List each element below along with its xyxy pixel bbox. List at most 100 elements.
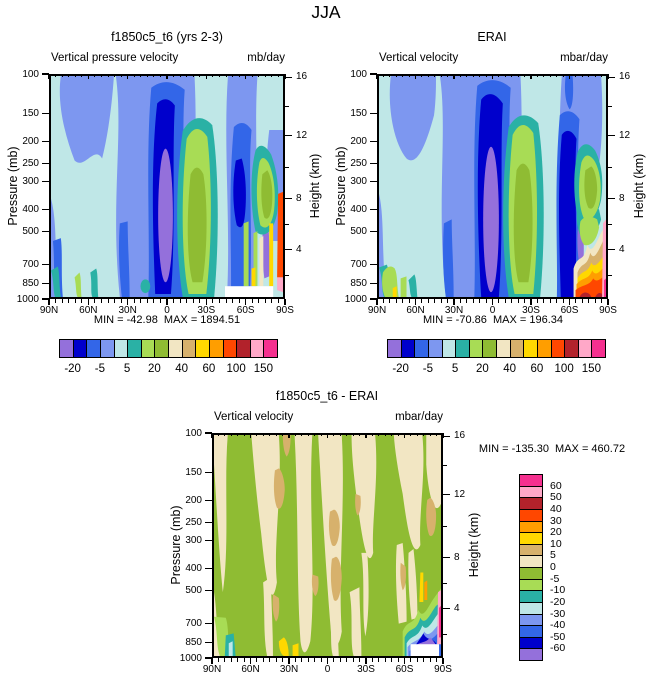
main-title: JJA: [311, 2, 341, 22]
x-tick-minor-top: [264, 74, 266, 77]
panel3-subtitle-right: mbar/day: [395, 411, 443, 423]
panel3-title: f1850c5_t6 - ERAI: [275, 389, 379, 403]
panel2-plot-area: [377, 74, 608, 299]
x-tick-minor: [218, 299, 220, 303]
x-tick-minor: [238, 299, 240, 303]
colorbar-segment: [550, 339, 566, 358]
x-tick-minor: [429, 658, 431, 662]
x-tick-minor: [225, 299, 227, 303]
x-tick-major: [568, 299, 571, 305]
x-tick-minor-top: [371, 433, 373, 436]
x-tick-major-top: [568, 74, 571, 79]
pressure-tick: [42, 230, 49, 232]
x-tick-minor-top: [378, 433, 380, 436]
x-tick-minor: [159, 299, 161, 303]
x-tick-minor: [333, 658, 335, 662]
colorbar-label: 60: [202, 363, 216, 375]
x-tick-minor: [269, 658, 271, 662]
x-tick-minor: [251, 299, 253, 303]
pressure-tick: [205, 567, 212, 570]
pressure-tick-label: 150: [22, 108, 39, 120]
x-tick-minor: [601, 299, 603, 303]
height-tick-minor: [443, 633, 447, 635]
x-tick-minor: [133, 299, 135, 303]
pressure-tick: [370, 230, 377, 232]
colorbar-segment: [519, 648, 543, 661]
height-tick-minor: [285, 224, 289, 226]
x-tick-minor: [436, 658, 438, 662]
x-tick-minor: [94, 299, 96, 303]
x-tick-minor: [74, 299, 76, 303]
colorbar-segment: [263, 339, 278, 358]
height-tick: [285, 198, 292, 200]
pressure-tick: [205, 622, 212, 624]
x-tick-major-top: [87, 74, 89, 79]
x-tick-minor-top: [517, 74, 519, 77]
x-tick-minor: [230, 658, 232, 662]
x-tick-label: 90N: [367, 305, 387, 316]
x-tick-label: 90S: [276, 305, 294, 316]
height-tick-minor: [608, 105, 612, 107]
pressure-tick-label: 1000: [179, 652, 202, 664]
x-tick-minor-top: [294, 433, 296, 436]
colorbar-segment: [427, 339, 443, 358]
x-tick-minor: [472, 299, 474, 303]
colorbar-label: 40: [503, 363, 517, 375]
colorbar-segment: [99, 339, 115, 358]
colorbar-segment: [414, 339, 429, 358]
x-tick-minor-top: [359, 433, 361, 436]
x-tick-minor: [212, 299, 214, 303]
colorbar-label: 40: [550, 502, 562, 515]
height-tick: [443, 494, 450, 496]
pressure-tick: [42, 113, 49, 115]
x-tick-major-top: [376, 74, 378, 79]
x-tick-label: 30N: [118, 305, 137, 316]
height-tick-label: 8: [454, 551, 460, 563]
height-tick-label: 16: [454, 430, 466, 442]
pressure-tick-label: 150: [185, 467, 202, 479]
x-tick-minor: [588, 299, 590, 303]
x-tick-minor-top: [459, 74, 461, 77]
pressure-tick-label: 850: [22, 277, 39, 289]
x-tick-minor: [562, 299, 564, 303]
x-tick-major: [284, 299, 286, 305]
x-tick-major-top: [365, 433, 367, 438]
x-tick-minor-top: [94, 74, 96, 77]
colorbar-label: 5: [123, 363, 131, 375]
x-tick-major: [491, 299, 494, 305]
x-tick-minor-top: [562, 74, 564, 77]
height-tick-minor: [285, 167, 289, 169]
x-tick-minor: [262, 658, 264, 662]
x-tick-major: [442, 658, 444, 664]
x-tick-major: [87, 299, 89, 305]
x-tick-minor: [382, 299, 384, 303]
x-tick-major-top: [211, 433, 213, 438]
x-tick-minor: [397, 658, 399, 662]
x-tick-minor: [434, 299, 436, 303]
x-tick-minor-top: [395, 74, 397, 77]
colorbar-label: -5: [550, 572, 560, 585]
height-tick-minor: [443, 583, 447, 585]
pressure-tick: [370, 282, 377, 284]
pressure-tick-label: 100: [350, 68, 367, 80]
height-tick-label: 12: [296, 129, 308, 141]
x-tick-major-top: [166, 74, 168, 79]
x-tick-minor: [549, 299, 551, 303]
x-tick-minor-top: [410, 433, 412, 436]
x-tick-minor-top: [594, 74, 596, 77]
x-tick-minor-top: [275, 433, 277, 436]
colorbar-segment: [441, 339, 457, 358]
pressure-tick-label: 700: [185, 617, 202, 629]
x-tick-label: 60N: [406, 305, 425, 316]
pressure-tick-label: 400: [22, 203, 39, 215]
x-tick-label: 0: [164, 305, 170, 316]
x-tick-major: [245, 299, 247, 305]
colorbar-segment: [468, 339, 484, 358]
x-tick-minor-top: [218, 74, 220, 77]
colorbar-segment: [249, 339, 265, 358]
x-tick-minor: [294, 658, 296, 662]
panel1-plot-area: [49, 74, 285, 299]
x-tick-major: [48, 299, 50, 305]
panel3-minmax: MIN = -135.30 MAX = 460.72: [478, 443, 626, 455]
